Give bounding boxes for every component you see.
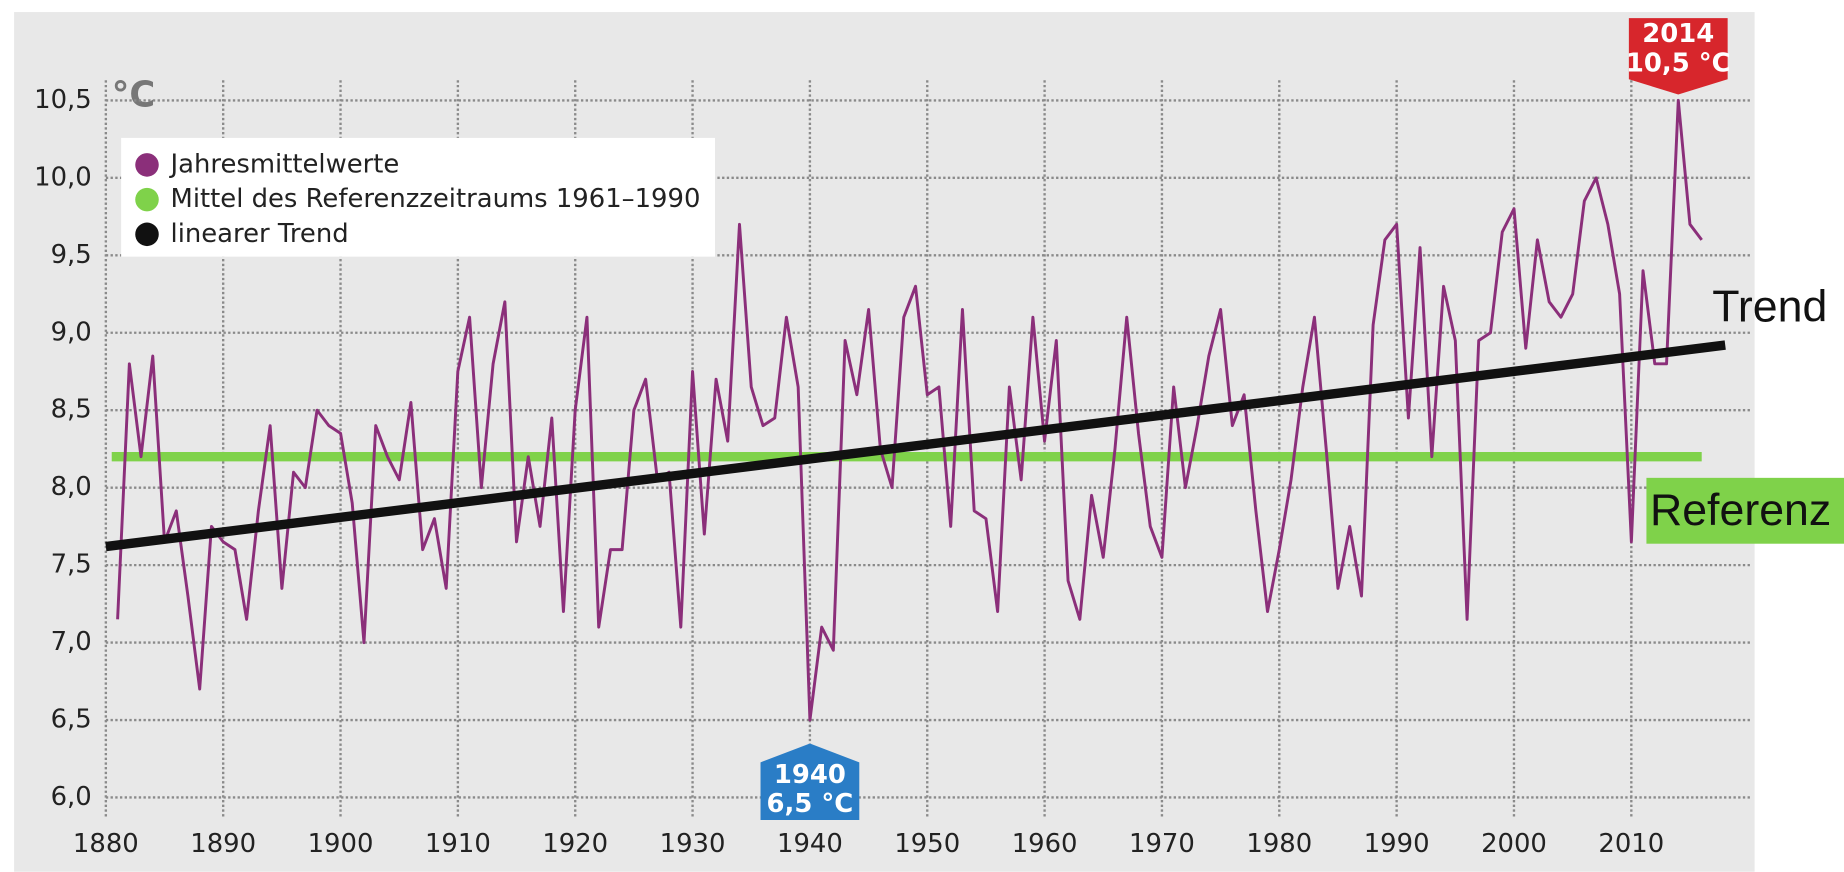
annotation-text: 10,5 °C (1626, 48, 1731, 78)
x-tick-label: 1930 (660, 829, 726, 859)
legend-label: Mittel des Referenzzeitraums 1961–1990 (171, 184, 701, 214)
x-tick-label: 1990 (1364, 829, 1430, 859)
legend-marker (135, 187, 159, 212)
x-tick-label: 1960 (1012, 829, 1078, 859)
annotation-box (760, 743, 860, 820)
x-tick-label: 1890 (190, 829, 256, 859)
y-tick-label: 10,5 (34, 85, 92, 115)
annotation-box (1628, 18, 1728, 95)
annotation-text: 6,5 °C (767, 789, 854, 819)
series-line (105, 340, 1726, 552)
y-tick-label: 7,0 (51, 627, 92, 657)
y-tick-label: 6,0 (51, 782, 92, 812)
x-tick-label: 2000 (1481, 829, 1547, 859)
y-tick-label: 6,5 (51, 705, 92, 735)
x-tick-label: 1880 (73, 829, 139, 859)
x-tick-label: 1900 (308, 829, 374, 859)
y-tick-label: 10,0 (34, 162, 92, 192)
x-tick-label: 1970 (1129, 829, 1195, 859)
legend-marker (135, 222, 159, 247)
series-line (116, 98, 1703, 722)
legend-box (121, 137, 716, 257)
y-tick-label: 7,5 (51, 550, 92, 580)
unit-label: °C (112, 75, 156, 116)
legend-label: Jahresmittelwerte (169, 149, 400, 179)
legend-marker (135, 153, 159, 177)
annotation-text: 1940 (774, 760, 846, 790)
line-tag: Trend (1712, 283, 1827, 332)
x-tick-label: 1980 (1246, 829, 1312, 859)
y-tick-label: 8,5 (51, 395, 92, 425)
x-tick-label: 2010 (1598, 829, 1664, 859)
x-tick-label: 1920 (542, 829, 608, 859)
y-tick-label: 9,0 (51, 317, 92, 347)
x-tick-label: 1940 (777, 829, 843, 859)
y-tick-label: 9,5 (51, 240, 92, 270)
line-tag-background (1646, 477, 1844, 544)
annotation-text: 2014 (1642, 19, 1714, 49)
x-tick-label: 1950 (894, 829, 960, 859)
y-tick-label: 8,0 (51, 472, 92, 502)
x-tick-label: 1910 (425, 829, 491, 859)
line-tag: Referenz (1650, 486, 1831, 535)
legend-label: linearer Trend (171, 219, 349, 249)
